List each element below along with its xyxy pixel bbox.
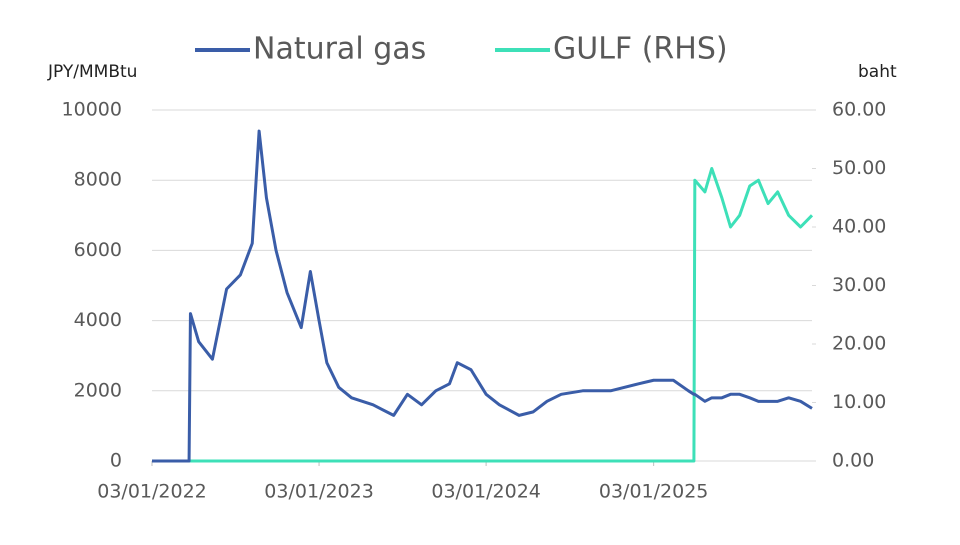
y-tick-label: 0 <box>110 450 122 472</box>
y2-axis-label: baht <box>858 62 897 82</box>
y-tick-label: 6000 <box>74 239 122 261</box>
y2-tick-label: 60.00 <box>832 99 886 121</box>
y2-tick-label: 30.00 <box>832 274 886 296</box>
x-tick-label: 03/01/2023 <box>264 481 374 503</box>
x-tick-label: 03/01/2022 <box>97 481 207 503</box>
legend-label: Natural gas <box>253 32 426 67</box>
y2-tick-label: 20.00 <box>832 333 886 355</box>
y-tick-label: 10000 <box>62 99 122 121</box>
legend-label: GULF (RHS) <box>553 32 728 67</box>
y-tick-label: 8000 <box>74 169 122 191</box>
series-line <box>152 129 813 463</box>
x-tick-label: 03/01/2024 <box>431 481 541 503</box>
y2-tick-label: 0.00 <box>832 450 874 472</box>
y-axis-label: JPY/MMBtu <box>47 62 137 82</box>
series-line <box>152 167 814 463</box>
y2-tick-label: 50.00 <box>832 157 886 179</box>
y2-tick-label: 10.00 <box>832 391 886 413</box>
y2-tick-label: 40.00 <box>832 216 886 238</box>
x-tick-label: 03/01/2025 <box>599 481 709 503</box>
y-tick-label: 4000 <box>74 309 122 331</box>
y-tick-label: 2000 <box>74 379 122 401</box>
